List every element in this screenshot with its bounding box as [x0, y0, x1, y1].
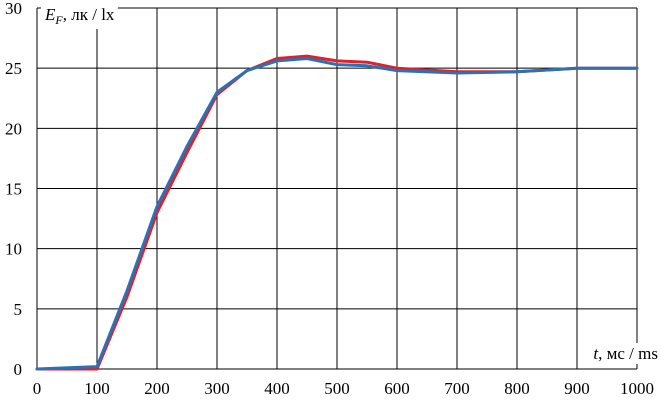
x-axis-variable: t	[593, 344, 599, 363]
y-tick-label: 5	[14, 300, 23, 319]
y-tick-label: 30	[5, 0, 22, 18]
x-tick-label: 400	[264, 379, 290, 398]
y-tick-label: 0	[14, 360, 23, 379]
tick-labels: 0 100 200 300 400 500 600 700 800 900 1000 0 5 10 15 20…	[5, 0, 654, 398]
y-axis-units: , лк / lx	[63, 5, 115, 24]
x-tick-label: 100	[84, 379, 110, 398]
y-tick-label: 25	[5, 59, 22, 78]
x-tick-label: 600	[384, 379, 410, 398]
x-tick-label: 300	[204, 379, 230, 398]
x-tick-label: 700	[444, 379, 470, 398]
x-axis-title-background	[589, 343, 660, 364]
series-line-2	[35, 57, 639, 371]
y-axis-subscript: F	[54, 13, 63, 27]
y-axis-variable: E	[44, 5, 56, 24]
x-tick-label: 1000	[620, 379, 654, 398]
x-axis-units: , мс / ms	[598, 344, 658, 363]
y-tick-label: 10	[5, 240, 22, 259]
x-tick-label: 800	[504, 379, 530, 398]
x-tick-label: 0	[33, 379, 42, 398]
x-tick-label: 900	[564, 379, 590, 398]
series-layer	[35, 54, 639, 371]
y-tick-label: 15	[5, 180, 22, 199]
x-axis-title: t, мс / ms	[593, 344, 658, 363]
y-axis-title-background	[41, 7, 118, 29]
y-axis-title: EF, лк / lx	[44, 5, 115, 27]
x-tick-label: 200	[144, 379, 170, 398]
y-tick-label: 20	[5, 119, 22, 138]
x-tick-label: 500	[324, 379, 350, 398]
